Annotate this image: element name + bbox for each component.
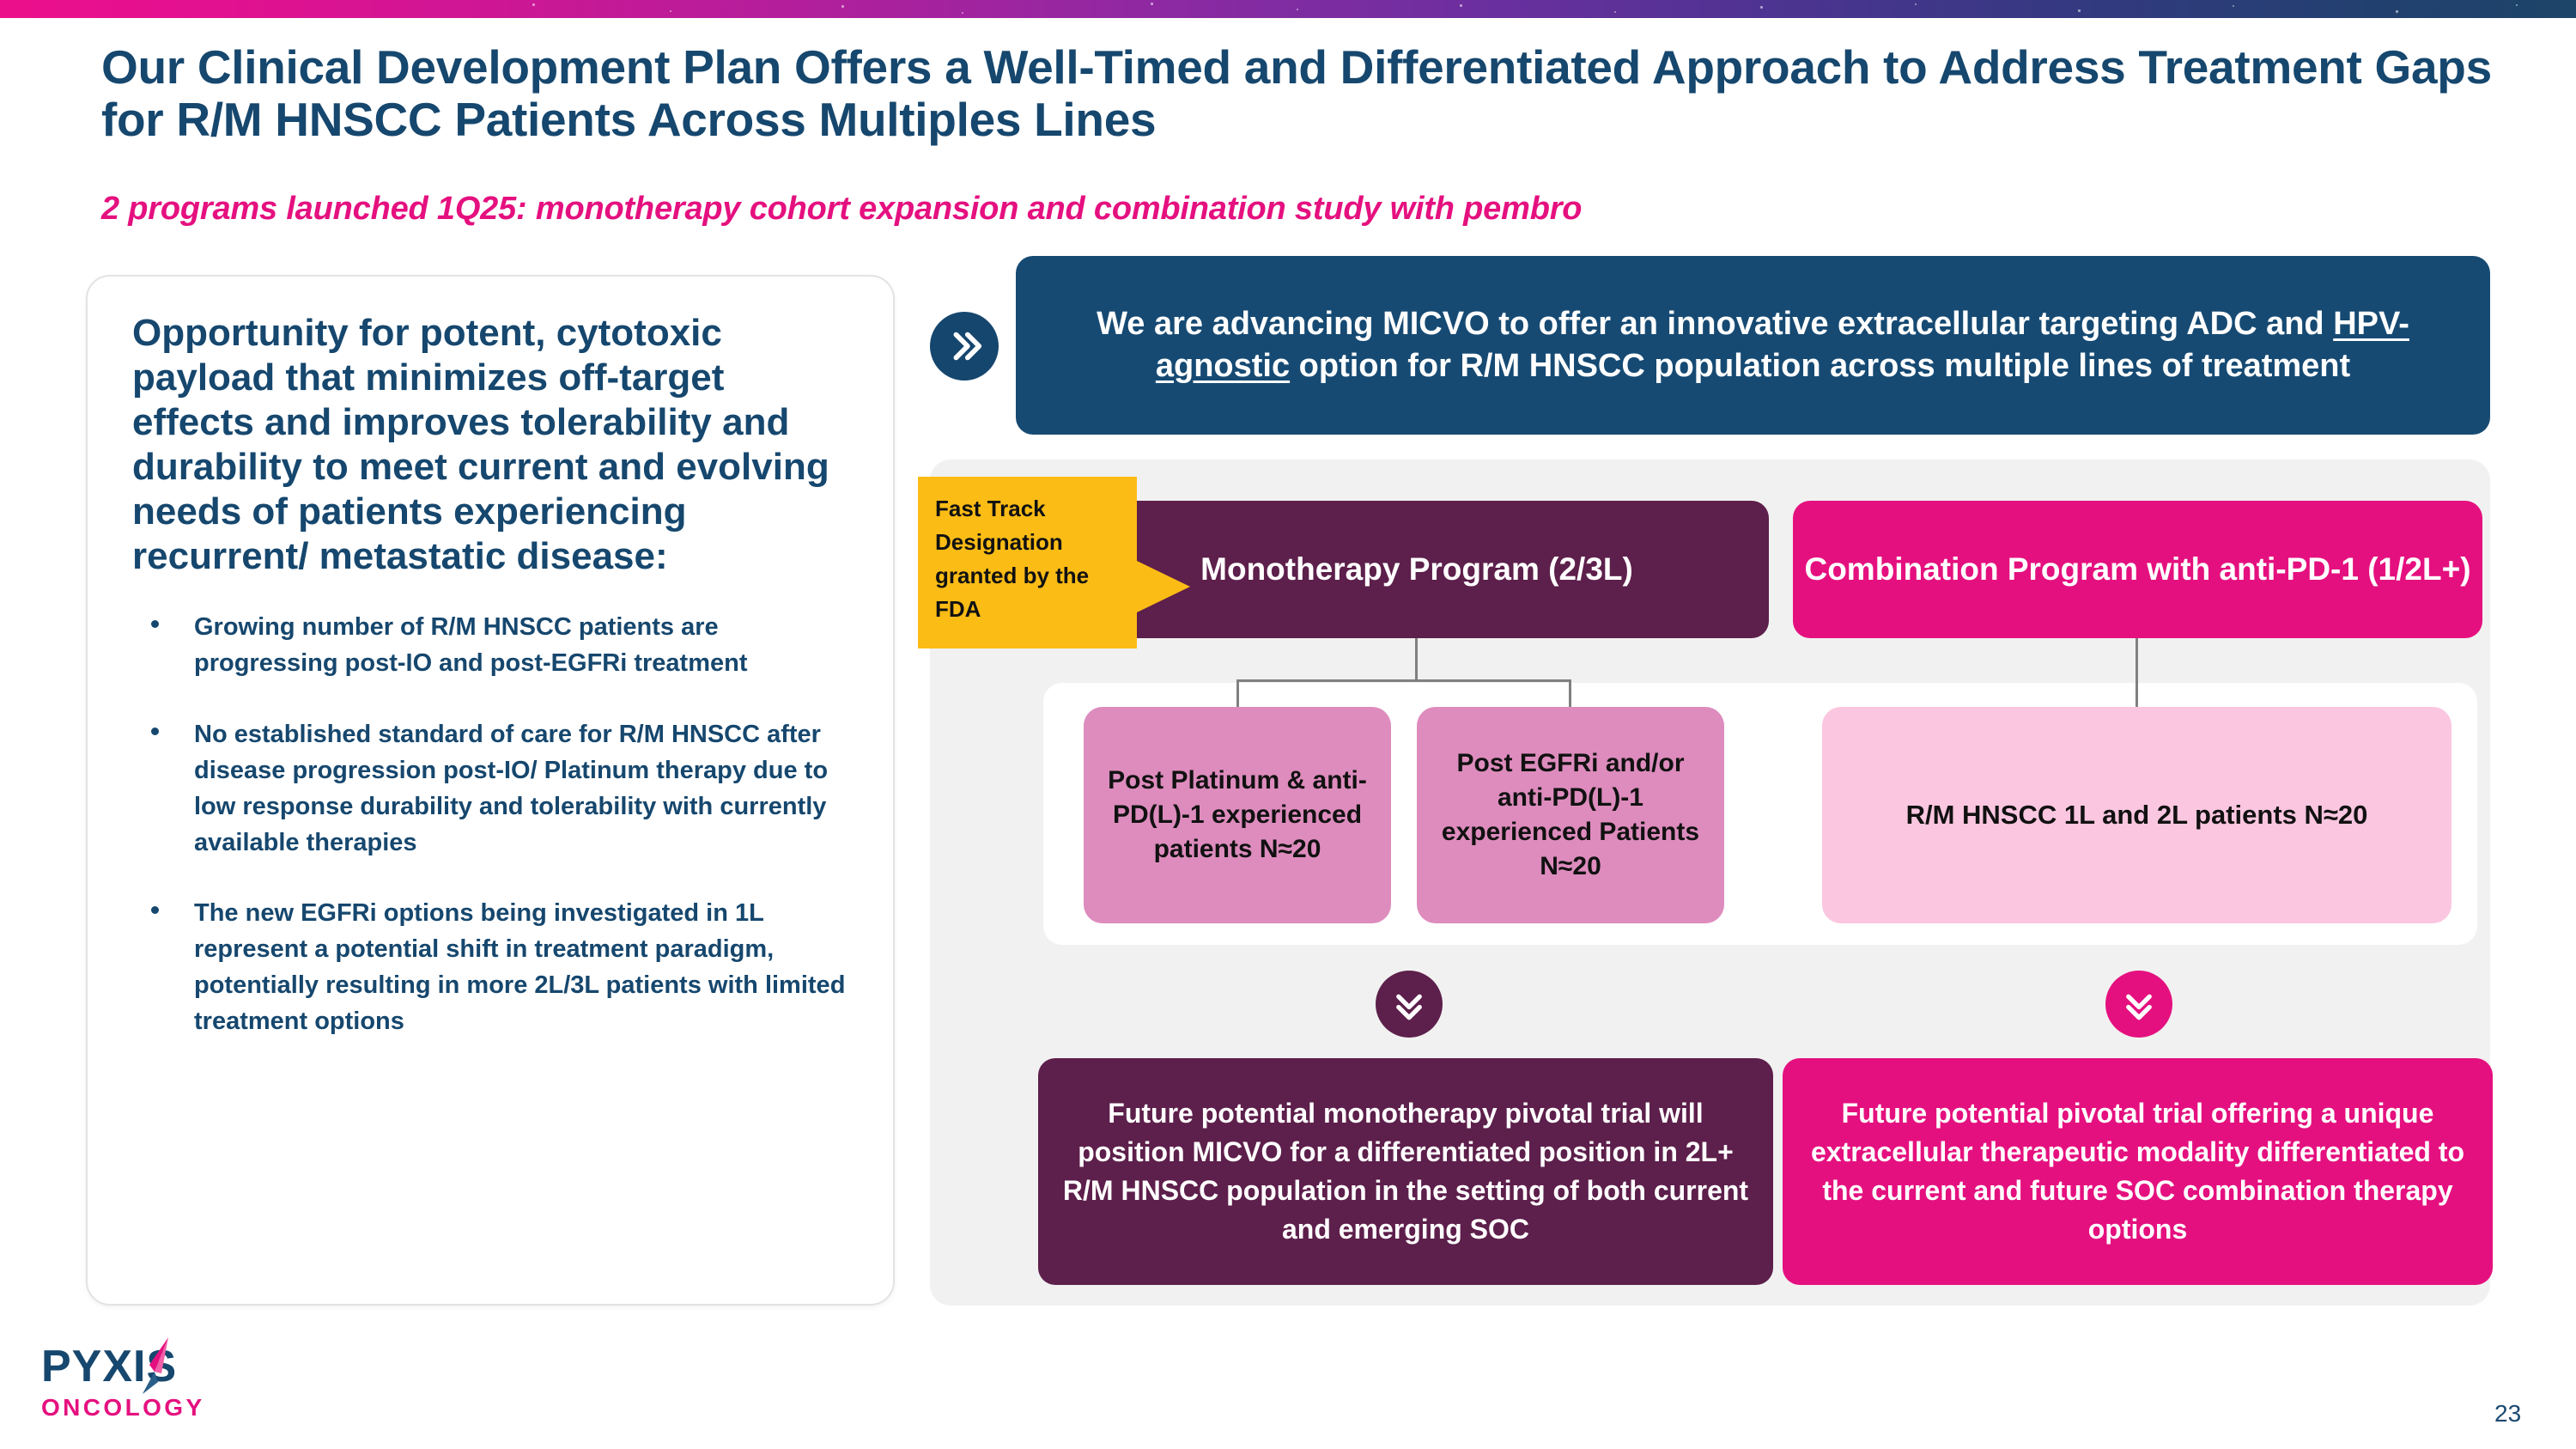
double-chevron-down-glyph: [2126, 994, 2152, 1020]
cohort-box-post-platinum: Post Platinum & anti-PD(L)-1 experienced…: [1084, 707, 1391, 923]
opportunity-card: Opportunity for potent, cytotoxic payloa…: [86, 275, 895, 1306]
banner-text-underlined: HPV-agnostic: [1155, 306, 2409, 384]
banner-text-after: option for R/M HNSCC population across m…: [1290, 348, 2351, 384]
banner-text-before: We are advancing MICVO to offer an innov…: [1097, 306, 2334, 343]
monotherapy-outcome-box: Future potential monotherapy pivotal tri…: [1038, 1058, 1773, 1285]
connector-mono-vertical: [1415, 638, 1418, 681]
double-chevron-down-glyph: [1396, 994, 1422, 1020]
bullet-dot-icon: [151, 905, 159, 914]
compass-needle-icon: [143, 1337, 168, 1394]
opportunity-heading: Opportunity for potent, cytotoxic payloa…: [132, 312, 829, 577]
double-chevron-right-glyph: [953, 332, 982, 361]
connector-mono-left-leg: [1236, 679, 1239, 709]
combination-program-header: Combination Program with anti-PD-1 (1/2L…: [1793, 501, 2482, 638]
callout-pointer-icon: [1137, 561, 1190, 612]
bullet-dot-icon: [151, 620, 159, 629]
bullet-dot-icon: [151, 727, 159, 735]
list-item: The new EGFRi options being investigated…: [132, 895, 848, 1039]
connector-mono-right-leg: [1569, 679, 1571, 709]
list-item: Growing number of R/M HNSCC patients are…: [132, 609, 848, 681]
connector-mono-horizontal: [1236, 679, 1571, 682]
fast-track-callout: Fast Track Designation granted by the FD…: [918, 477, 1190, 648]
connector-combo-vertical: [2136, 638, 2138, 709]
page-number: 23: [2494, 1400, 2522, 1427]
page-subtitle: 2 programs launched 1Q25: monotherapy co…: [101, 191, 1583, 227]
list-item-text: The new EGFRi options being investigated…: [194, 898, 846, 1035]
double-chevron-down-icon-combination: [2105, 971, 2172, 1038]
opportunity-bullet-list: Growing number of R/M HNSCC patients are…: [132, 609, 848, 1038]
decorative-gradient-band: [0, 0, 2576, 18]
list-item-text: No established standard of care for R/M …: [194, 720, 829, 856]
fast-track-callout-text: Fast Track Designation granted by the FD…: [935, 496, 1090, 622]
list-item-text: Growing number of R/M HNSCC patients are…: [194, 613, 748, 678]
logo-wordmark-secondary: ONCOLOGY: [41, 1394, 205, 1421]
strategy-banner: We are advancing MICVO to offer an innov…: [1016, 256, 2490, 435]
combination-outcome-box: Future potential pivotal trial offering …: [1783, 1058, 2493, 1285]
double-chevron-right-icon: [930, 312, 999, 381]
list-item: No established standard of care for R/M …: [132, 716, 848, 861]
cohort-box-post-egfri: Post EGFRi and/or anti-PD(L)-1 experienc…: [1417, 707, 1724, 923]
brand-logo: PYXIS ONCOLOGY: [41, 1337, 264, 1430]
page-title: Our Clinical Development Plan Offers a W…: [101, 40, 2492, 147]
cohort-box-combination: R/M HNSCC 1L and 2L patients N≈20: [1822, 707, 2451, 923]
double-chevron-down-icon-monotherapy: [1376, 971, 1443, 1038]
